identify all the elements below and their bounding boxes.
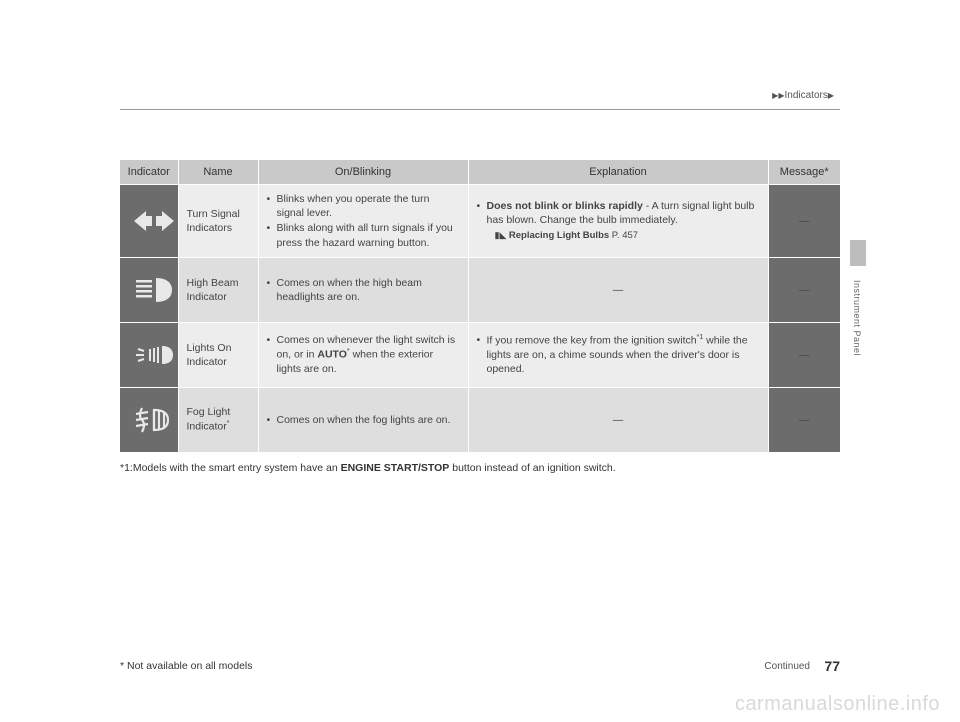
watermark: carmanualsonline.info — [735, 693, 940, 716]
footnote-2: * Not available on all models — [120, 660, 253, 672]
breadcrumb-label: Indicators — [784, 90, 827, 101]
explanation-cell: — — [468, 387, 768, 452]
on-blinking-cell: Comes on when the fog lights are on. — [258, 387, 468, 452]
on-item: Comes on when the high beam headlights a… — [267, 276, 460, 304]
explanation-cell: If you remove the key from the ignition … — [468, 322, 768, 387]
col-explanation: Explanation — [468, 160, 768, 185]
table-row: Fog Light Indicator* Comes on when the f… — [120, 387, 840, 452]
cross-reference: ▮◣ Replacing Light Bulbs P. 457 — [487, 229, 760, 243]
ref-page: P. 457 — [612, 230, 638, 241]
footnote-text: button instead of an ignition switch. — [449, 462, 615, 474]
message-cell: — — [768, 185, 840, 258]
ref-label: Replacing Light Bulbs — [509, 230, 609, 241]
breadcrumb-arrow-end: ▶ — [828, 91, 834, 100]
col-indicator: Indicator — [120, 160, 178, 185]
indicator-icon-cell — [120, 257, 178, 322]
top-rule — [120, 109, 840, 110]
exp-bold: Does not blink or blinks rapidly — [487, 200, 643, 212]
fog-light-icon — [128, 394, 180, 446]
exp-item: Does not blink or blinks rapidly - A tur… — [477, 199, 760, 243]
ref-arrow-icon: ▮◣ — [495, 230, 509, 240]
col-message: Message* — [768, 160, 840, 185]
indicator-icon-cell — [120, 387, 178, 452]
table-row: Turn Signal Indicators Blinks when you o… — [120, 185, 840, 258]
indicator-icon-cell — [120, 322, 178, 387]
indicator-icon-cell — [120, 185, 178, 258]
footnote-1: *1:Models with the smart entry system ha… — [120, 462, 840, 474]
on-item: Blinks along with all turn signals if yo… — [267, 221, 460, 249]
table-header-row: Indicator Name On/Blinking Explanation M… — [120, 160, 840, 185]
indicator-name: High Beam Indicator — [178, 257, 258, 322]
indicator-name: Fog Light Indicator* — [178, 387, 258, 452]
on-item: Comes on whenever the light switch is on… — [267, 333, 460, 376]
col-onblinking: On/Blinking — [258, 160, 468, 185]
on-blinking-cell: Comes on when the high beam headlights a… — [258, 257, 468, 322]
table-row: Lights On Indicator Comes on whenever th… — [120, 322, 840, 387]
message-cell: — — [768, 257, 840, 322]
col-name: Name — [178, 160, 258, 185]
explanation-cell: Does not blink or blinks rapidly - A tur… — [468, 185, 768, 258]
continued-label: Continued — [764, 661, 810, 672]
footnote-text: *1:Models with the smart entry system ha… — [120, 462, 341, 474]
on-item: Comes on when the fog lights are on. — [267, 413, 460, 427]
exp-text: If you remove the key from the ignition … — [487, 335, 697, 347]
indicator-name: Turn Signal Indicators — [178, 185, 258, 258]
on-blinking-cell: Blinks when you operate the turn signal … — [258, 185, 468, 258]
manual-page: ▶▶Indicators▶ Indicator Name On/Blinking… — [120, 90, 840, 474]
side-section-label: Instrument Panel — [852, 280, 862, 356]
message-cell: — — [768, 322, 840, 387]
high-beam-icon — [128, 264, 180, 316]
name-text: Fog Light Indicator — [187, 406, 231, 433]
on-blinking-cell: Comes on whenever the light switch is on… — [258, 322, 468, 387]
lights-on-icon — [128, 329, 180, 381]
side-tab — [850, 240, 866, 266]
breadcrumb: ▶▶Indicators▶ — [120, 90, 840, 101]
on-item: Blinks when you operate the turn signal … — [267, 192, 460, 220]
table-row: High Beam Indicator Comes on when the hi… — [120, 257, 840, 322]
name-sup: * — [227, 420, 230, 427]
indicators-table: Indicator Name On/Blinking Explanation M… — [120, 160, 840, 452]
turn-signal-icon — [128, 195, 180, 247]
breadcrumb-arrow: ▶▶ — [772, 91, 784, 100]
footnote-bold: ENGINE START/STOP — [341, 462, 450, 474]
on-bold: AUTO — [317, 349, 347, 361]
indicator-name: Lights On Indicator — [178, 322, 258, 387]
message-cell: — — [768, 387, 840, 452]
page-number: 77 — [824, 658, 840, 674]
exp-item: If you remove the key from the ignition … — [477, 333, 760, 376]
explanation-cell: — — [468, 257, 768, 322]
